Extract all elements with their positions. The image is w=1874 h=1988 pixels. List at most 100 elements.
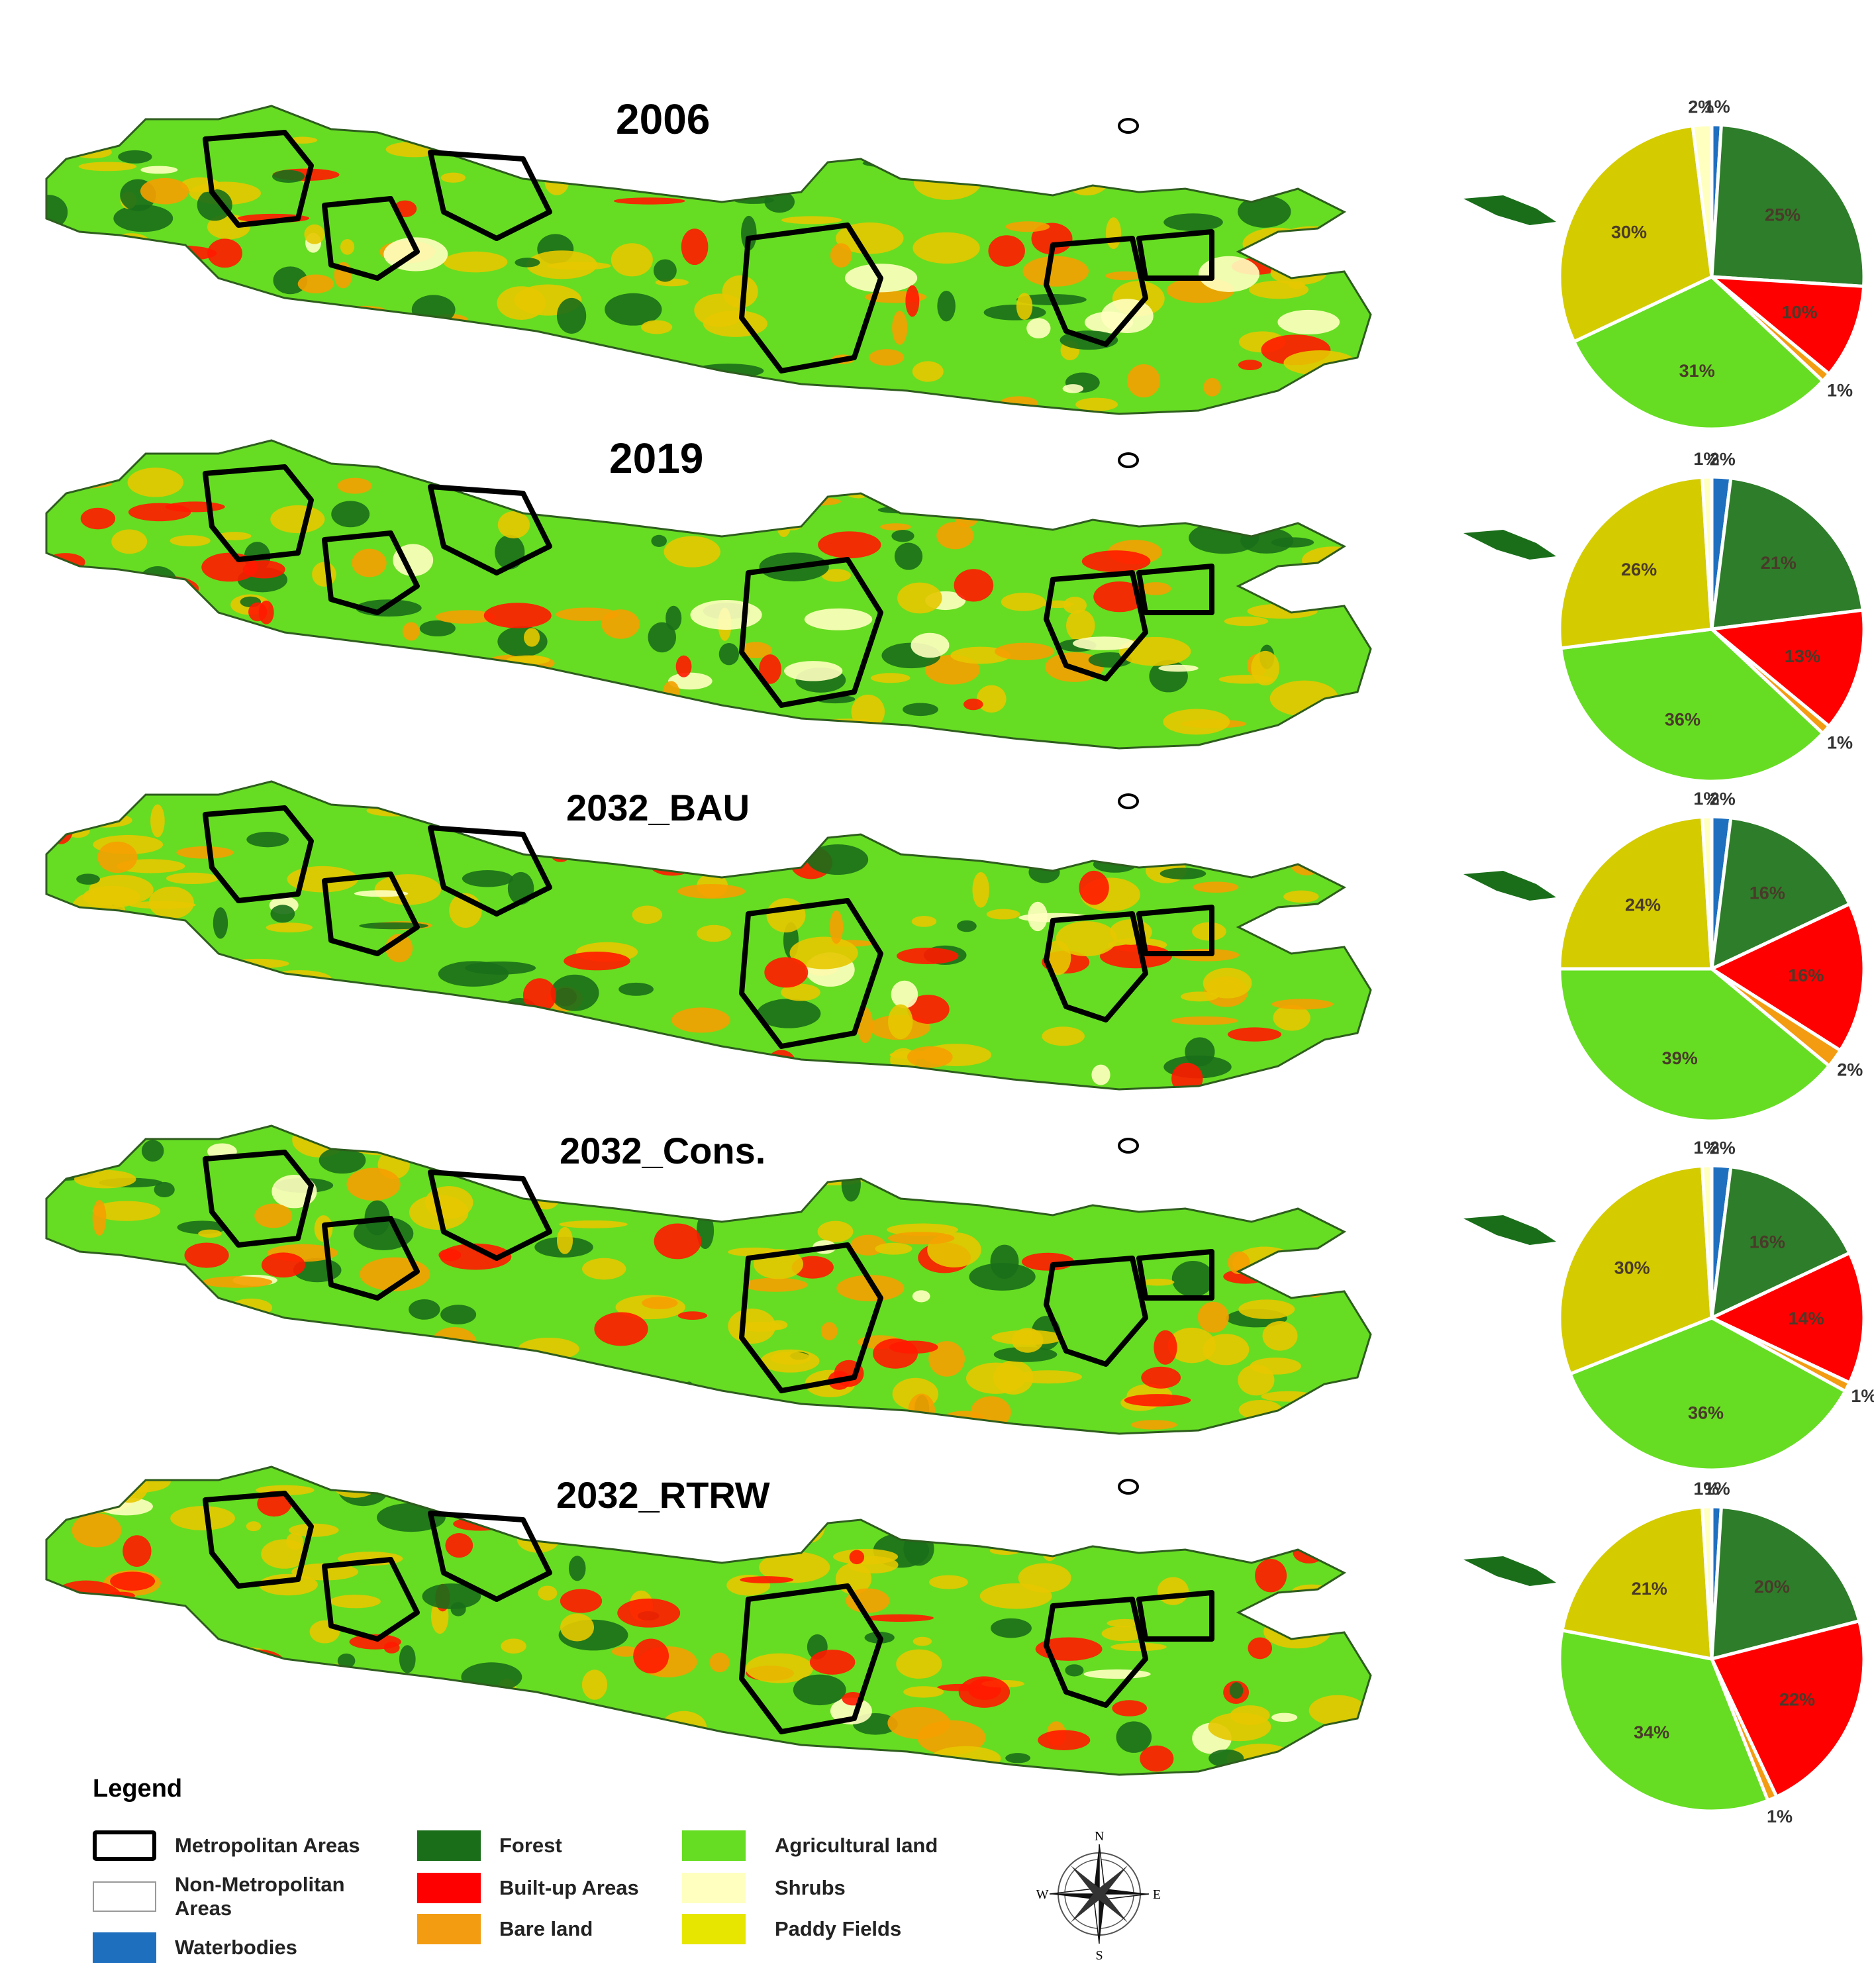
pie-chart-1: 2% 21% 13% 1% 36% 26% 1%: [1557, 449, 1866, 783]
pie-slice-label: 13%: [1785, 646, 1820, 666]
pie-slice-builtup: [1709, 1618, 1866, 1799]
legend-item-builtup: Built-up Areas: [417, 1873, 639, 1903]
metro-boundary: [428, 150, 552, 241]
pie-chart-2: 2% 16% 16% 2% 39% 24% 1%: [1557, 789, 1866, 1123]
shrubs-swatch: [682, 1873, 746, 1903]
pie-slice-agri: [1557, 967, 1832, 1123]
metro-boundary: [739, 223, 883, 373]
pie-slice-label: 31%: [1679, 361, 1715, 381]
pie-slice-label: 1%: [1693, 449, 1719, 469]
pie-slice-label: 30%: [1614, 1258, 1650, 1278]
pie-chart-4: 1% 20% 22% 1% 34% 21% 1%: [1557, 1479, 1866, 1826]
legend-item-agricultural: Agricultural land: [682, 1830, 938, 1861]
metro-boundary: [1136, 1590, 1214, 1642]
legend-label: Built-up Areas: [499, 1876, 639, 1900]
legend-title: Legend: [93, 1775, 183, 1803]
legend-label: Shrubs: [775, 1876, 846, 1900]
pie-slice-label: 24%: [1625, 895, 1661, 915]
metro-boundary: [322, 530, 420, 615]
metro-boundary: [1044, 1597, 1148, 1708]
pie-slice-forest: [1710, 476, 1865, 631]
metropolitan-swatch: [93, 1830, 156, 1861]
metro-boundary: [739, 1583, 883, 1734]
pie-slice-label: 16%: [1750, 1232, 1785, 1252]
legend-item-waterbodies: Waterbodies: [93, 1932, 297, 1963]
pie-slice-label: 1%: [1851, 1386, 1874, 1406]
compass-s: S: [1095, 1948, 1103, 1963]
pie-slice-agri: [1559, 627, 1826, 783]
pie-slice-label: 1%: [1693, 1138, 1719, 1158]
bali-island: [1463, 871, 1556, 901]
legend-item-paddy: Paddy Fields: [682, 1914, 901, 1944]
map-title-2032-rtrw: 2032_RTRW: [556, 1474, 770, 1516]
metro-boundary: [739, 898, 883, 1049]
pie-slice-label: 16%: [1788, 966, 1824, 985]
waterbodies-swatch: [93, 1932, 156, 1963]
pie-slice-label: 10%: [1782, 302, 1818, 322]
pie-slice-shrubs: [1700, 1164, 1714, 1318]
small-island-outline: [1118, 118, 1140, 134]
pie-slice-label: 1%: [1693, 789, 1719, 809]
map-title-2032-bau: 2032_BAU: [566, 787, 750, 828]
pie-slice-label: 14%: [1789, 1309, 1824, 1328]
builtup-swatch: [417, 1873, 481, 1903]
pie-slice-label: 2%: [1710, 789, 1736, 809]
metro-boundary: [1136, 905, 1214, 956]
pie-slice-shrubs: [1691, 123, 1714, 277]
metro-boundary: [203, 130, 314, 228]
legend-label: Agricultural land: [775, 1834, 938, 1858]
forest-swatch: [417, 1830, 481, 1861]
legend-label: Paddy Fields: [775, 1917, 902, 1941]
legend: Legend Metropolitan Areas Non-Metropolit…: [86, 1775, 1079, 1973]
pie-slice-label: 22%: [1779, 1690, 1815, 1710]
pie-slice-label: 30%: [1611, 222, 1647, 242]
legend-label: Non-Metropolitan Areas: [175, 1873, 345, 1920]
pie-slice-label: 25%: [1765, 205, 1800, 225]
metro-boundary: [1044, 911, 1148, 1022]
map-title-2019: 2019: [609, 434, 704, 482]
pie-slice-builtup: [1708, 1250, 1866, 1385]
legend-item-metropolitan: Metropolitan Areas: [93, 1830, 360, 1861]
metro-boundary: [428, 1169, 552, 1261]
metro-boundary: [1044, 570, 1148, 681]
pie-slice-shrubs: [1700, 475, 1714, 630]
bali-island: [1463, 1556, 1556, 1586]
paddy-swatch: [682, 1914, 746, 1944]
pie-slice-label: 36%: [1688, 1403, 1724, 1422]
pie-slice-paddy: [1560, 1505, 1714, 1662]
small-island-outline: [1118, 1479, 1140, 1495]
map-title-2032-cons: 2032_Cons.: [560, 1130, 766, 1171]
metro-boundary: [203, 464, 314, 562]
pie-slice-paddy: [1557, 124, 1714, 344]
metro-boundary: [1044, 236, 1148, 347]
pie-chart-3: 2% 16% 14% 1% 36% 30% 1%: [1557, 1138, 1874, 1472]
metro-boundary: [739, 557, 883, 708]
pie-slice-label: 16%: [1750, 883, 1785, 903]
small-island-outline: [1118, 793, 1140, 809]
metro-boundary: [739, 1242, 883, 1393]
pie-slice-label: 1%: [1693, 1479, 1719, 1499]
pie-slice-agri: [1567, 1316, 1848, 1472]
pie-slice-label: 1%: [1767, 1807, 1793, 1826]
metro-boundary: [1136, 1249, 1214, 1301]
legend-item-non-metropolitan: Non-Metropolitan Areas: [93, 1873, 373, 1920]
pie-slice-agri: [1571, 275, 1826, 431]
pie-slice-label: 36%: [1665, 710, 1701, 730]
bali-island: [1463, 530, 1556, 560]
metro-boundary: [203, 1491, 314, 1589]
compass-w: W: [1036, 1887, 1049, 1902]
metro-boundary: [322, 1557, 420, 1642]
metro-boundary: [322, 1216, 420, 1301]
legend-item-shrubs: Shrubs: [682, 1873, 846, 1903]
pie-slice-shrubs: [1700, 815, 1714, 969]
legend-label: Metropolitan Areas: [175, 1834, 360, 1858]
small-island-outline: [1118, 452, 1140, 468]
pie-slice-label: 2%: [1710, 1138, 1736, 1158]
pie-slice-paddy: [1557, 815, 1714, 971]
pie-slice-label: 1%: [1827, 733, 1853, 753]
compass-n: N: [1095, 1829, 1104, 1844]
pie-slice-label: 21%: [1761, 553, 1797, 573]
small-island-outline: [1118, 1138, 1140, 1154]
